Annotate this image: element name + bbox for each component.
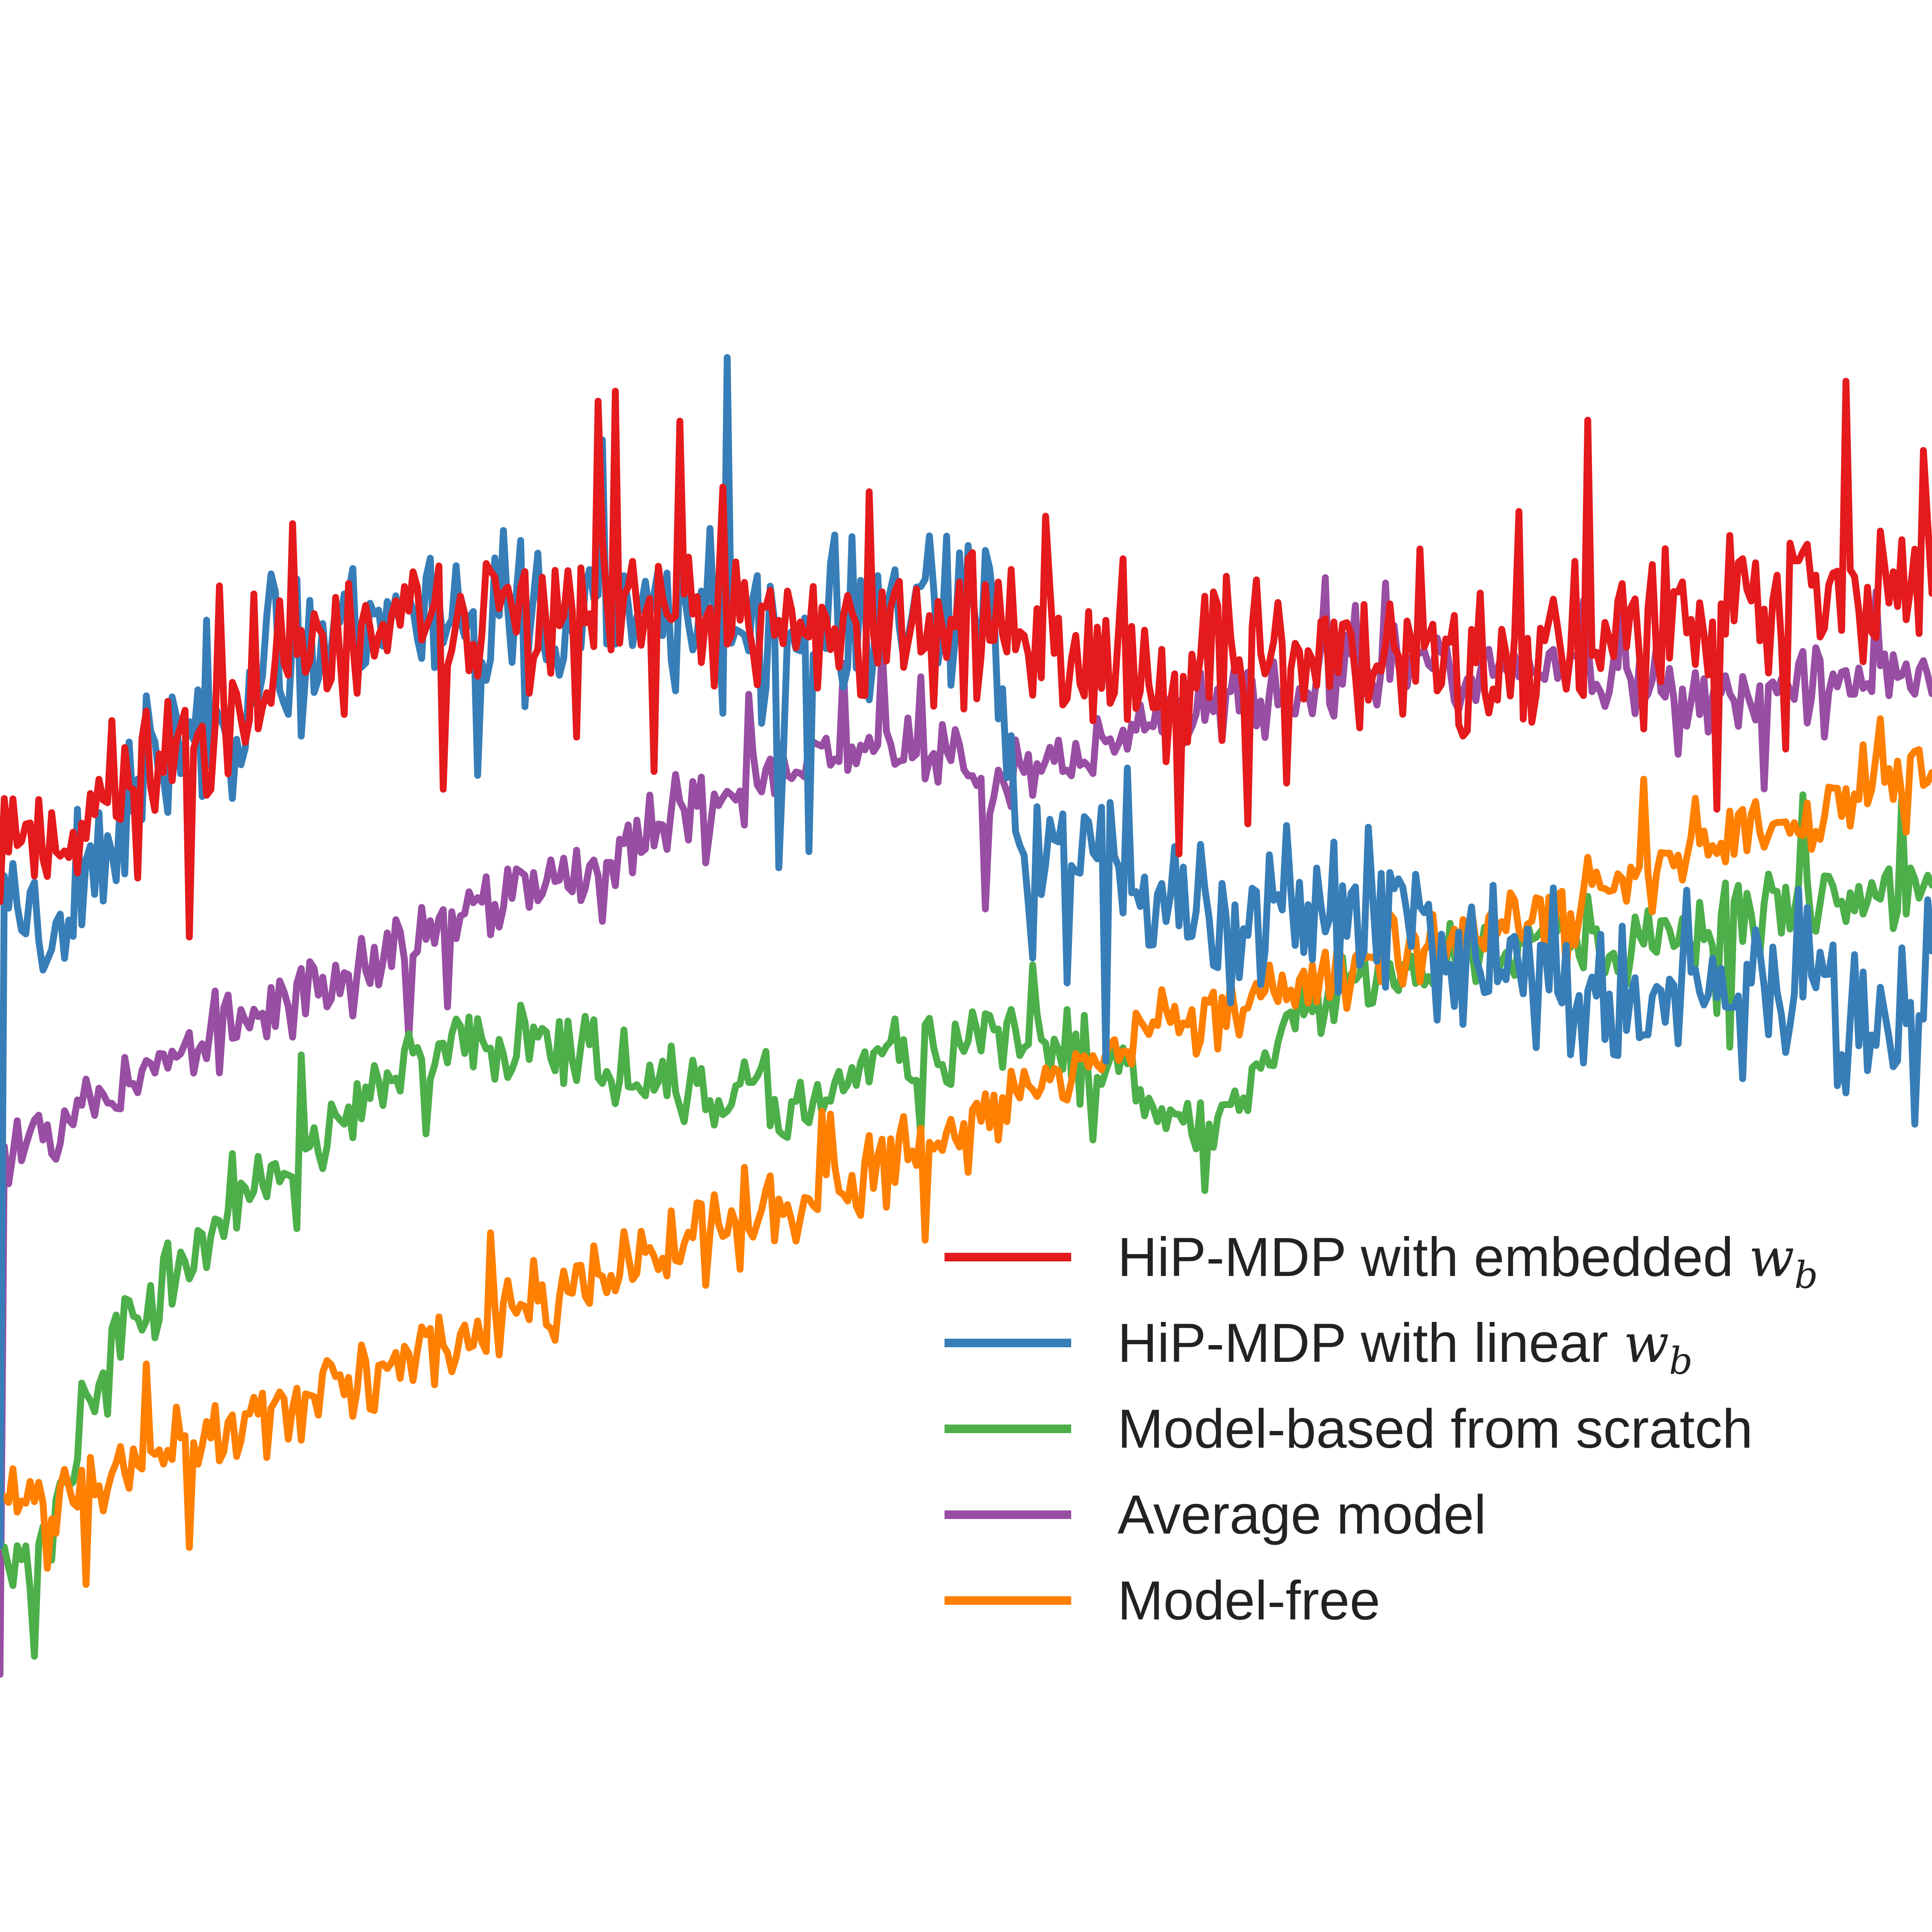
legend-item-embedded: HiP-MDP with embedded wb <box>945 1227 1818 1297</box>
series-line-scratch <box>0 791 1932 1660</box>
series-line-modelfree <box>0 715 1932 1588</box>
legend-label-scratch: Model-based from scratch <box>1118 1398 1753 1460</box>
legend-item-linear: HiP-MDP with linear wb <box>945 1312 1693 1383</box>
legend-label-average: Average model <box>1118 1484 1486 1546</box>
legend-label-modelfree: Model-free <box>1118 1570 1380 1631</box>
legend-item-modelfree: Model-free <box>945 1570 1380 1631</box>
legend-item-scratch: Model-based from scratch <box>945 1398 1753 1460</box>
series-line-average <box>0 574 1932 1678</box>
chart-legend: HiP-MDP with embedded wb HiP-MDP with li… <box>945 1227 1818 1631</box>
series-line-embedded <box>0 378 1932 941</box>
legend-label-embedded: HiP-MDP with embedded wb <box>1118 1227 1818 1297</box>
series-lines <box>0 354 1932 1678</box>
legend-label-linear: HiP-MDP with linear wb <box>1118 1312 1693 1383</box>
legend-item-average: Average model <box>945 1484 1486 1546</box>
